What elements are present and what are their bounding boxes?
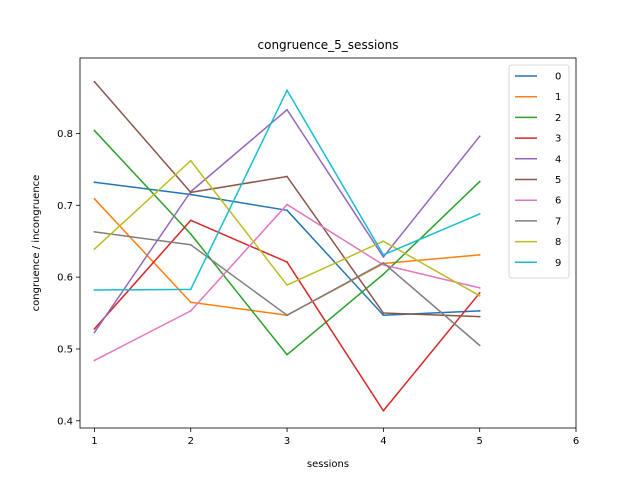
y-tick-label: 0.4 (57, 416, 73, 427)
x-axis-label: sessions (307, 459, 349, 470)
plot-lines (93, 80, 481, 412)
data-point-7 (478, 344, 481, 347)
data-point-6 (189, 309, 192, 312)
y-tick-label: 0.7 (57, 201, 73, 212)
data-point-2 (478, 180, 481, 183)
data-point-8 (286, 284, 288, 286)
data-point-0 (189, 193, 192, 196)
x-tick-label: 3 (284, 436, 290, 447)
data-point-9 (189, 288, 192, 291)
data-point-9 (478, 213, 481, 215)
x-tick-label: 2 (188, 436, 194, 447)
x-tick-label: 1 (91, 436, 97, 447)
data-point-3 (189, 219, 192, 222)
data-point-5 (286, 175, 288, 178)
data-point-8 (189, 159, 192, 162)
data-point-7 (382, 261, 385, 264)
legend-label-7: 7 (555, 216, 561, 227)
data-point-2 (189, 233, 192, 235)
data-point-5 (478, 315, 481, 318)
legend-label-0: 0 (555, 72, 561, 83)
legend-label-1: 1 (555, 92, 561, 103)
x-tick-label: 5 (477, 436, 483, 447)
data-point-5 (189, 191, 192, 194)
legend-box (508, 64, 570, 279)
data-point-9 (286, 89, 288, 92)
data-point-1 (478, 253, 481, 256)
data-point-3 (286, 261, 288, 263)
y-tick-label: 0.8 (57, 129, 73, 140)
y-tick-label: 0.5 (57, 344, 73, 355)
x-axis: 1 2 3 4 5 6 (91, 428, 579, 447)
legend-label-6: 6 (555, 196, 561, 207)
data-point-0 (93, 181, 96, 184)
data-point-8 (93, 248, 96, 251)
data-point-7 (189, 243, 192, 246)
legend-label-5: 5 (555, 175, 561, 186)
legend: 0 1 2 3 4 5 6 7 8 9 (508, 64, 570, 279)
data-point-2 (286, 353, 288, 356)
y-axis: 0.4 0.5 0.6 0.7 0.8 (57, 129, 80, 427)
data-point-4 (93, 331, 96, 334)
data-point-6 (286, 203, 288, 206)
x-tick-label: 4 (380, 436, 386, 447)
data-point-4 (382, 256, 385, 258)
data-point-1 (93, 197, 96, 200)
data-point-6 (478, 287, 481, 289)
legend-label-3: 3 (555, 134, 561, 145)
data-point-3 (478, 292, 481, 294)
chart-title: congruence_5_sessions (258, 38, 399, 52)
data-point-5 (93, 80, 96, 83)
data-point-3 (93, 327, 96, 330)
data-point-0 (382, 314, 385, 317)
data-point-8 (478, 294, 481, 297)
data-point-6 (382, 264, 385, 266)
data-point-6 (93, 359, 96, 362)
data-point-2 (382, 273, 385, 276)
data-point-5 (382, 312, 385, 314)
x-tick-label: 6 (573, 436, 579, 447)
data-point-0 (286, 209, 288, 212)
data-point-4 (478, 135, 481, 138)
data-point-0 (478, 309, 481, 312)
y-axis-label: congruence / incongruence (31, 175, 42, 312)
data-point-1 (189, 301, 192, 304)
data-point-9 (93, 289, 96, 291)
legend-label-9: 9 (555, 258, 561, 269)
legend-label-8: 8 (555, 237, 561, 248)
y-tick-label: 0.6 (57, 273, 73, 284)
data-point-7 (286, 314, 288, 317)
data-point-2 (93, 129, 96, 132)
plot-frame (79, 57, 577, 429)
data-point-7 (93, 230, 96, 233)
legend-label-2: 2 (555, 113, 561, 124)
data-point-3 (382, 409, 385, 412)
legend-label-4: 4 (555, 154, 561, 165)
data-point-8 (382, 240, 385, 243)
data-point-9 (382, 253, 385, 256)
data-point-4 (286, 108, 288, 111)
